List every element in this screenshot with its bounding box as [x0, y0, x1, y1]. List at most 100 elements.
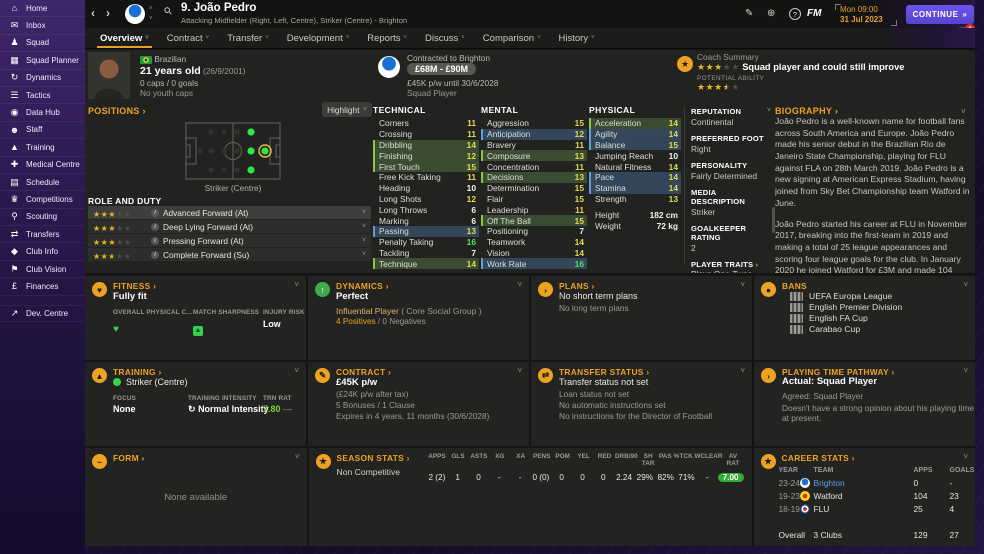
bans-collapse-icon[interactable]: ˅ [963, 280, 968, 289]
sidebar-item-dynamics[interactable]: ↻ Dynamics [0, 70, 85, 87]
squad-switch-chevrons[interactable]: ˄ ˅ [149, 4, 153, 24]
highlight-dropdown[interactable]: Highlight ˅ [322, 102, 372, 117]
traits-scrollbar[interactable] [772, 207, 775, 233]
role-option-advanced-forward-at[interactable]: ★★★★★ i Advanced Forward (At) ˅ [88, 206, 371, 219]
tab-reports[interactable]: Reports ˅ [358, 28, 416, 48]
forward-icon[interactable]: › [106, 6, 110, 20]
transfer-status-collapse-icon[interactable]: ˅ [740, 366, 745, 375]
negatives-count: 0 Negatives [382, 317, 426, 326]
form-header[interactable]: FORM › [113, 453, 145, 463]
tab-overview[interactable]: Overview ˅ [91, 28, 158, 48]
sidebar-item-training[interactable]: ▲ Training [0, 139, 85, 157]
biography-header[interactable]: BIOGRAPHY › [775, 106, 839, 116]
career-team[interactable]: Watford [799, 491, 843, 501]
sidebar-item-home[interactable]: ⌂ Home [0, 0, 85, 18]
search-icon[interactable]: ⚲ [162, 5, 176, 18]
sidebar-item-club-info[interactable]: ◆ Club Info [0, 243, 85, 261]
sidebar-item-competitions[interactable]: ♛ Competitions [0, 191, 85, 209]
player-details-column: REPUTATION ˅ Continental PREFERRED FOOT … [691, 107, 775, 273]
edit-icon[interactable]: ✎ [745, 8, 754, 19]
attribute-name: Crossing [379, 129, 413, 140]
season-col-apps[interactable]: APPS [428, 453, 446, 460]
sidebar-item-tactics[interactable]: ☰ Tactics [0, 87, 85, 105]
attribute-concentration: Concentration 11 [481, 161, 587, 172]
tab-transfer[interactable]: Transfer ˅ [218, 28, 278, 48]
sidebar-item-transfers[interactable]: ⇄ Transfers [0, 226, 85, 244]
help-icon[interactable]: ? [789, 8, 801, 20]
info-icon[interactable]: i [151, 250, 159, 259]
tab-comparison[interactable]: Comparison ˅ [474, 28, 550, 48]
contract-header[interactable]: CONTRACT › [336, 367, 392, 377]
role-option-complete-forward-su[interactable]: ★★★ ★ ★★ i Complete Forward (Su) ˅ [88, 248, 371, 261]
plans-header[interactable]: PLANS › [559, 281, 595, 291]
season-col-xa[interactable]: XA [516, 453, 526, 460]
injury-risk-label: INJURY RISK [263, 309, 305, 316]
dynamics-header[interactable]: DYNAMICS › [336, 281, 389, 291]
tab-history[interactable]: History ˅ [550, 28, 604, 48]
sidebar-item-finances[interactable]: £ Finances [0, 278, 85, 296]
fitness-collapse-icon[interactable]: ˅ [294, 280, 299, 289]
season-col-xg[interactable]: XG [495, 453, 505, 460]
contract-collapse-icon[interactable]: ˅ [517, 366, 522, 375]
tab-development[interactable]: Development ˅ [278, 28, 359, 48]
season-stats-header[interactable]: SEASON STATS › [336, 453, 410, 463]
tab-contract[interactable]: Contract ˅ [158, 28, 218, 48]
sidebar-item-staff[interactable]: ☻ Staff [0, 122, 85, 140]
sidebar-item-dev-centre[interactable]: ↗ Dev. Centre [0, 304, 85, 323]
season-col-tck-w[interactable]: TCK W [679, 453, 701, 460]
sidebar-item-squad-planner[interactable]: ▦ Squad Planner [0, 52, 85, 70]
training-collapse-icon[interactable]: ˅ [294, 366, 299, 375]
career-stats-header[interactable]: CAREER STATS › [781, 453, 855, 463]
dynamics-collapse-icon[interactable]: ˅ [517, 280, 522, 289]
chevron-down-icon[interactable]: ˅ [361, 223, 366, 230]
positions-header[interactable]: POSITIONS › [88, 106, 146, 116]
season-col-sh-tar[interactable]: SH TAR [641, 453, 655, 467]
sidebar-item-data-hub[interactable]: ◉ Data Hub [0, 104, 85, 122]
sidebar-item-schedule[interactable]: ▤ Schedule [0, 174, 85, 192]
season-col-pom[interactable]: POM [555, 453, 570, 460]
form-collapse-icon[interactable]: ˅ [294, 452, 300, 461]
role-option-pressing-forward-at[interactable]: ★★★★★ i Pressing Forward (At) ˅ [88, 234, 371, 247]
season-col-yel[interactable]: YEL [577, 453, 590, 460]
sidebar-item-medical-centre[interactable]: ✚ Medical Centre [0, 157, 85, 174]
info-icon[interactable]: i [151, 222, 159, 231]
season-col-clear[interactable]: CLEAR [700, 453, 723, 460]
info-icon[interactable]: i [151, 236, 159, 245]
club-badge-icon[interactable] [125, 4, 145, 24]
plans-collapse-icon[interactable]: ˅ [740, 280, 745, 289]
chevron-down-icon[interactable]: ˅ [361, 209, 366, 216]
playing-time-collapse-icon[interactable]: ˅ [963, 366, 968, 375]
fitness-header[interactable]: FITNESS › [113, 281, 157, 291]
sidebar-item-squad[interactable]: ♟ Squad [0, 35, 85, 53]
season-col-pas[interactable]: PAS % [659, 453, 680, 460]
season-col-asts[interactable]: ASTS [470, 453, 488, 460]
info-icon[interactable]: i [151, 208, 159, 217]
playing-time-header[interactable]: PLAYING TIME PATHWAY › [782, 367, 895, 377]
tab-discuss[interactable]: Discuss ˅ [416, 28, 474, 48]
back-icon[interactable]: ‹ [91, 6, 95, 20]
sidebar-item-club-vision[interactable]: ⚑ Club Vision [0, 261, 85, 279]
chevron-down-icon[interactable]: ˅ [766, 107, 771, 114]
season-col-red[interactable]: RED [597, 453, 612, 460]
chevron-down-icon[interactable]: ˅ [361, 251, 366, 258]
career-team[interactable]: Brighton [799, 478, 845, 488]
season-col-gls[interactable]: GLS [451, 453, 465, 460]
world-icon[interactable]: ⊕ [767, 8, 776, 19]
attribute-bravery: Bravery 11 [481, 140, 587, 151]
role-option-deep-lying-forward-at[interactable]: ★★★★★ i Deep Lying Forward (At) ˅ [88, 220, 371, 233]
sidebar-item-scouting[interactable]: ⚲ Scouting [0, 209, 85, 227]
training-header[interactable]: TRAINING › [113, 367, 162, 377]
chevron-down-icon[interactable]: ˅ [361, 237, 366, 244]
transfer-status-header[interactable]: TRANSFER STATUS › [559, 367, 650, 377]
season-col-av-rat[interactable]: AV RAT [726, 453, 740, 467]
season-col-drb-90[interactable]: DRB/90 [614, 453, 638, 460]
continue-button[interactable]: CONTINUE » [906, 5, 974, 24]
season-stats-row-label[interactable]: Non Competitive [336, 467, 401, 477]
sidebar-item-inbox[interactable]: ✉ Inbox [0, 17, 85, 35]
player-traits-header[interactable]: PLAYER TRAITS › [691, 260, 759, 269]
biography-collapse-icon[interactable]: ˅ [961, 107, 966, 116]
season-value-pom: 0 [559, 473, 564, 482]
career-stats-collapse-icon[interactable]: ˅ [963, 452, 968, 461]
career-team[interactable]: FLU [799, 504, 829, 514]
season-col-pens[interactable]: PENS [532, 453, 551, 460]
